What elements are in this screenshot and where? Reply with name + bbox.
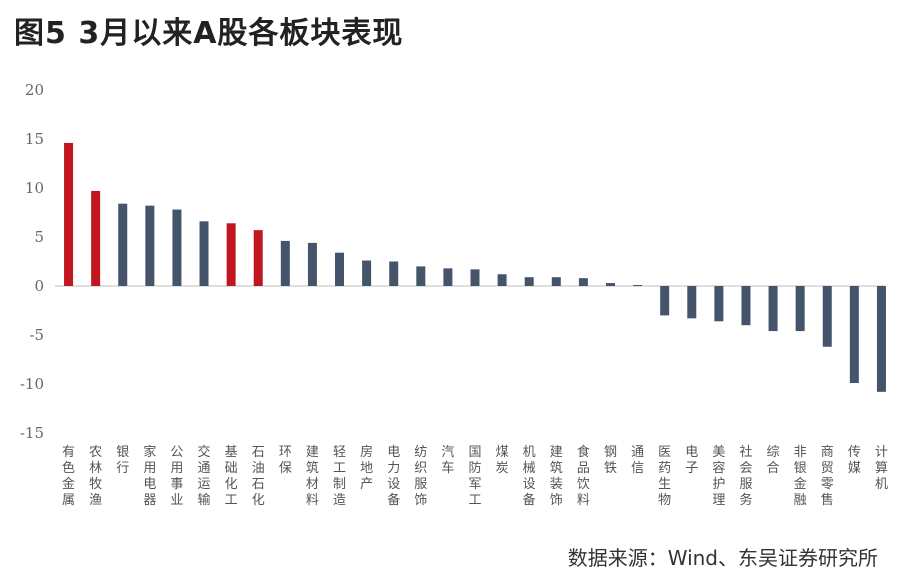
source-note: 数据来源：Wind、东吴证券研究所 [567, 546, 878, 570]
bar-25 [741, 286, 751, 326]
x-category-label: 医药生物 [658, 445, 671, 508]
y-tick-label: -10 [20, 375, 44, 393]
figure-title: 图5 3月以来A股各板块表现 [14, 16, 404, 51]
x-category-label: 基础化工 [225, 445, 238, 508]
x-category-label: 社会服务 [739, 444, 752, 508]
bar-2 [118, 203, 128, 286]
y-tick-label: 0 [34, 277, 44, 295]
bar-0 [64, 142, 74, 286]
bar-4 [172, 209, 182, 286]
y-tick-label: 10 [25, 179, 44, 197]
x-category-label: 银行 [116, 445, 129, 476]
bar-5 [199, 221, 209, 286]
y-tick-label: 5 [34, 228, 44, 246]
bar-1 [91, 190, 101, 286]
x-category-label: 综合 [767, 445, 780, 476]
bar-14 [443, 268, 453, 286]
bar-21 [633, 285, 643, 287]
bar-10 [335, 252, 345, 286]
x-category-label: 石油石化 [252, 445, 265, 508]
x-category-label: 环保 [279, 445, 292, 476]
bar-27 [795, 286, 805, 332]
bar-20 [605, 283, 615, 286]
bar-30 [876, 286, 886, 392]
x-category-label: 家用电器 [143, 444, 156, 508]
x-category-label: 食品饮料 [577, 444, 590, 508]
bar-3 [145, 205, 155, 286]
x-category-label: 有色金属 [62, 445, 75, 508]
y-tick-label: -15 [20, 424, 44, 442]
x-category-label: 通信 [631, 445, 644, 476]
bar-7 [253, 230, 263, 286]
bar-23 [687, 286, 697, 319]
bar-13 [416, 266, 426, 286]
x-category-label: 公用事业 [170, 445, 183, 508]
x-category-label: 机械设备 [523, 445, 536, 508]
y-tick-label: -5 [29, 326, 44, 344]
y-axis-ticks: 20 15 10 5 0 -5 -10 -15 [20, 81, 44, 442]
bar-12 [389, 261, 399, 286]
x-category-label: 农林牧渔 [89, 445, 102, 508]
x-category-label: 传媒 [848, 445, 861, 476]
x-category-label: 国防军工 [468, 445, 481, 508]
x-category-label: 计算机 [875, 445, 888, 492]
bar-29 [849, 286, 859, 384]
x-category-label: 钢铁 [604, 445, 617, 476]
bar-26 [768, 286, 778, 332]
bar-24 [714, 286, 724, 322]
x-axis-labels: 有色金属 农林牧渔 银行 家用电器 公用事业 交通运输 基础化工 石油石化 环保 建筑材料 轻工制造… [62, 444, 888, 508]
x-category-label: 建筑装饰 [550, 445, 563, 508]
x-category-label: 房地产 [360, 444, 373, 492]
bar-16 [497, 274, 507, 286]
bar-22 [660, 286, 670, 316]
bar-28 [822, 286, 832, 347]
x-category-label: 煤炭 [496, 445, 509, 476]
x-category-label: 电力设备 [387, 445, 400, 508]
bar-11 [362, 260, 372, 286]
y-tick-label: 20 [25, 81, 44, 99]
x-category-label: 非银金融 [794, 445, 807, 508]
x-category-label: 美容护理 [712, 445, 725, 508]
bar-19 [578, 278, 588, 286]
x-category-label: 商贸零售 [821, 445, 834, 508]
bar-9 [307, 242, 317, 286]
x-category-label: 电子 [685, 445, 698, 476]
bar-8 [280, 240, 290, 286]
x-category-label: 轻工制造 [333, 445, 346, 508]
x-category-label: 建筑材料 [306, 445, 319, 508]
x-category-label: 汽车 [441, 445, 454, 476]
bar-18 [551, 277, 561, 286]
bar-15 [470, 269, 480, 286]
bar-6 [226, 223, 236, 286]
bars [64, 142, 886, 392]
x-category-label: 纺织服饰 [414, 445, 427, 508]
y-tick-label: 15 [25, 130, 44, 148]
bar-17 [524, 277, 534, 286]
x-category-label: 交通运输 [198, 444, 211, 508]
